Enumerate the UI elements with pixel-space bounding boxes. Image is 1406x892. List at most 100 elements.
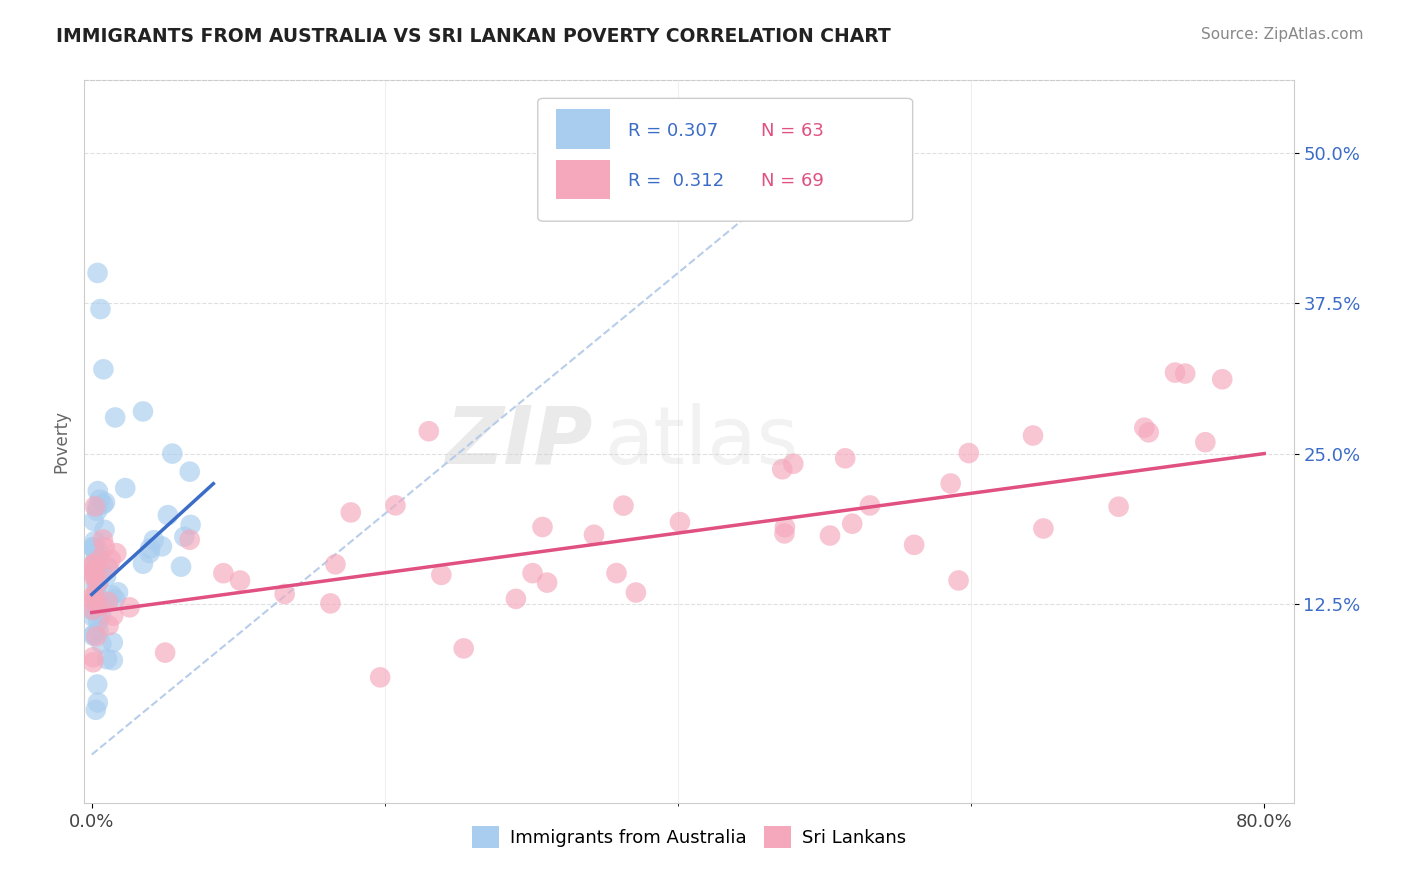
Point <box>82 655 104 669</box>
Point <box>84 564 107 578</box>
Point <box>91 533 114 547</box>
Point <box>319 596 342 610</box>
Point <box>86 504 108 518</box>
Point <box>84 556 107 570</box>
Point <box>93 598 115 612</box>
Point <box>97 618 120 632</box>
Point <box>773 526 796 541</box>
Text: IMMIGRANTS FROM AUSTRALIA VS SRI LANKAN POVERTY CORRELATION CHART: IMMIGRANTS FROM AUSTRALIA VS SRI LANKAN … <box>56 27 891 45</box>
Point <box>82 595 104 609</box>
Point <box>86 599 108 614</box>
Point <box>86 542 108 557</box>
Point <box>86 500 108 514</box>
Point <box>273 587 295 601</box>
Point <box>97 561 120 575</box>
Point <box>83 558 105 572</box>
Point <box>84 703 107 717</box>
Point <box>1174 367 1197 381</box>
Point <box>453 641 475 656</box>
Point <box>87 624 110 638</box>
Point <box>105 546 128 560</box>
Point <box>84 551 107 566</box>
Point <box>770 462 793 476</box>
Point <box>82 604 104 618</box>
Point <box>612 499 634 513</box>
Legend: Immigrants from Australia, Sri Lankans: Immigrants from Australia, Sri Lankans <box>464 819 914 855</box>
Point <box>179 533 201 547</box>
Point <box>153 646 176 660</box>
Point <box>89 301 111 317</box>
Point <box>150 540 173 554</box>
Point <box>782 457 804 471</box>
Point <box>83 567 105 582</box>
FancyBboxPatch shape <box>555 109 610 149</box>
Point <box>86 598 108 612</box>
Point <box>83 534 105 549</box>
Point <box>89 552 111 566</box>
Point <box>139 541 162 556</box>
Point <box>1194 435 1216 450</box>
Point <box>87 696 110 710</box>
Point <box>624 585 647 599</box>
Point <box>1032 521 1054 535</box>
Point <box>86 266 108 280</box>
Point <box>834 451 856 466</box>
Text: R =  0.312: R = 0.312 <box>628 172 724 190</box>
Point <box>773 520 796 534</box>
Point <box>86 578 108 592</box>
Point <box>522 566 544 581</box>
Point <box>87 575 110 590</box>
Point <box>114 481 136 495</box>
Point <box>179 465 201 479</box>
Point <box>101 635 124 649</box>
Point <box>86 677 108 691</box>
Point <box>162 446 184 460</box>
Point <box>101 608 124 623</box>
Point <box>841 516 863 531</box>
Point <box>593 182 616 196</box>
Point <box>1211 372 1233 386</box>
Point <box>948 574 970 588</box>
Point <box>118 600 141 615</box>
Point <box>430 568 453 582</box>
Point <box>84 543 107 558</box>
Point <box>1133 420 1156 434</box>
Point <box>89 599 111 613</box>
FancyBboxPatch shape <box>555 160 610 200</box>
Point <box>212 566 235 581</box>
Point <box>104 592 127 607</box>
Point <box>605 566 627 580</box>
Point <box>97 561 120 575</box>
Point <box>83 590 105 604</box>
Point <box>132 404 155 418</box>
Point <box>384 499 406 513</box>
Text: R = 0.307: R = 0.307 <box>628 122 718 140</box>
Point <box>939 476 962 491</box>
Text: ZIP: ZIP <box>444 402 592 481</box>
Point <box>83 563 105 577</box>
Point <box>903 538 925 552</box>
Point <box>418 424 440 438</box>
Point <box>180 517 202 532</box>
Point <box>82 540 104 554</box>
Point <box>132 557 155 571</box>
Point <box>1022 428 1045 442</box>
Point <box>82 558 104 572</box>
Point <box>84 590 107 604</box>
Point <box>229 574 252 588</box>
Point <box>83 588 105 602</box>
Point <box>93 540 115 554</box>
Point <box>83 514 105 528</box>
Point <box>93 523 115 537</box>
Point <box>84 579 107 593</box>
Point <box>82 569 104 583</box>
Point <box>156 508 179 523</box>
Point <box>93 362 115 376</box>
Y-axis label: Poverty: Poverty <box>52 410 70 473</box>
Text: atlas: atlas <box>605 402 799 481</box>
Point <box>368 670 391 684</box>
Point <box>89 492 111 507</box>
Point <box>505 591 527 606</box>
Point <box>84 500 107 514</box>
Point <box>1164 366 1187 380</box>
